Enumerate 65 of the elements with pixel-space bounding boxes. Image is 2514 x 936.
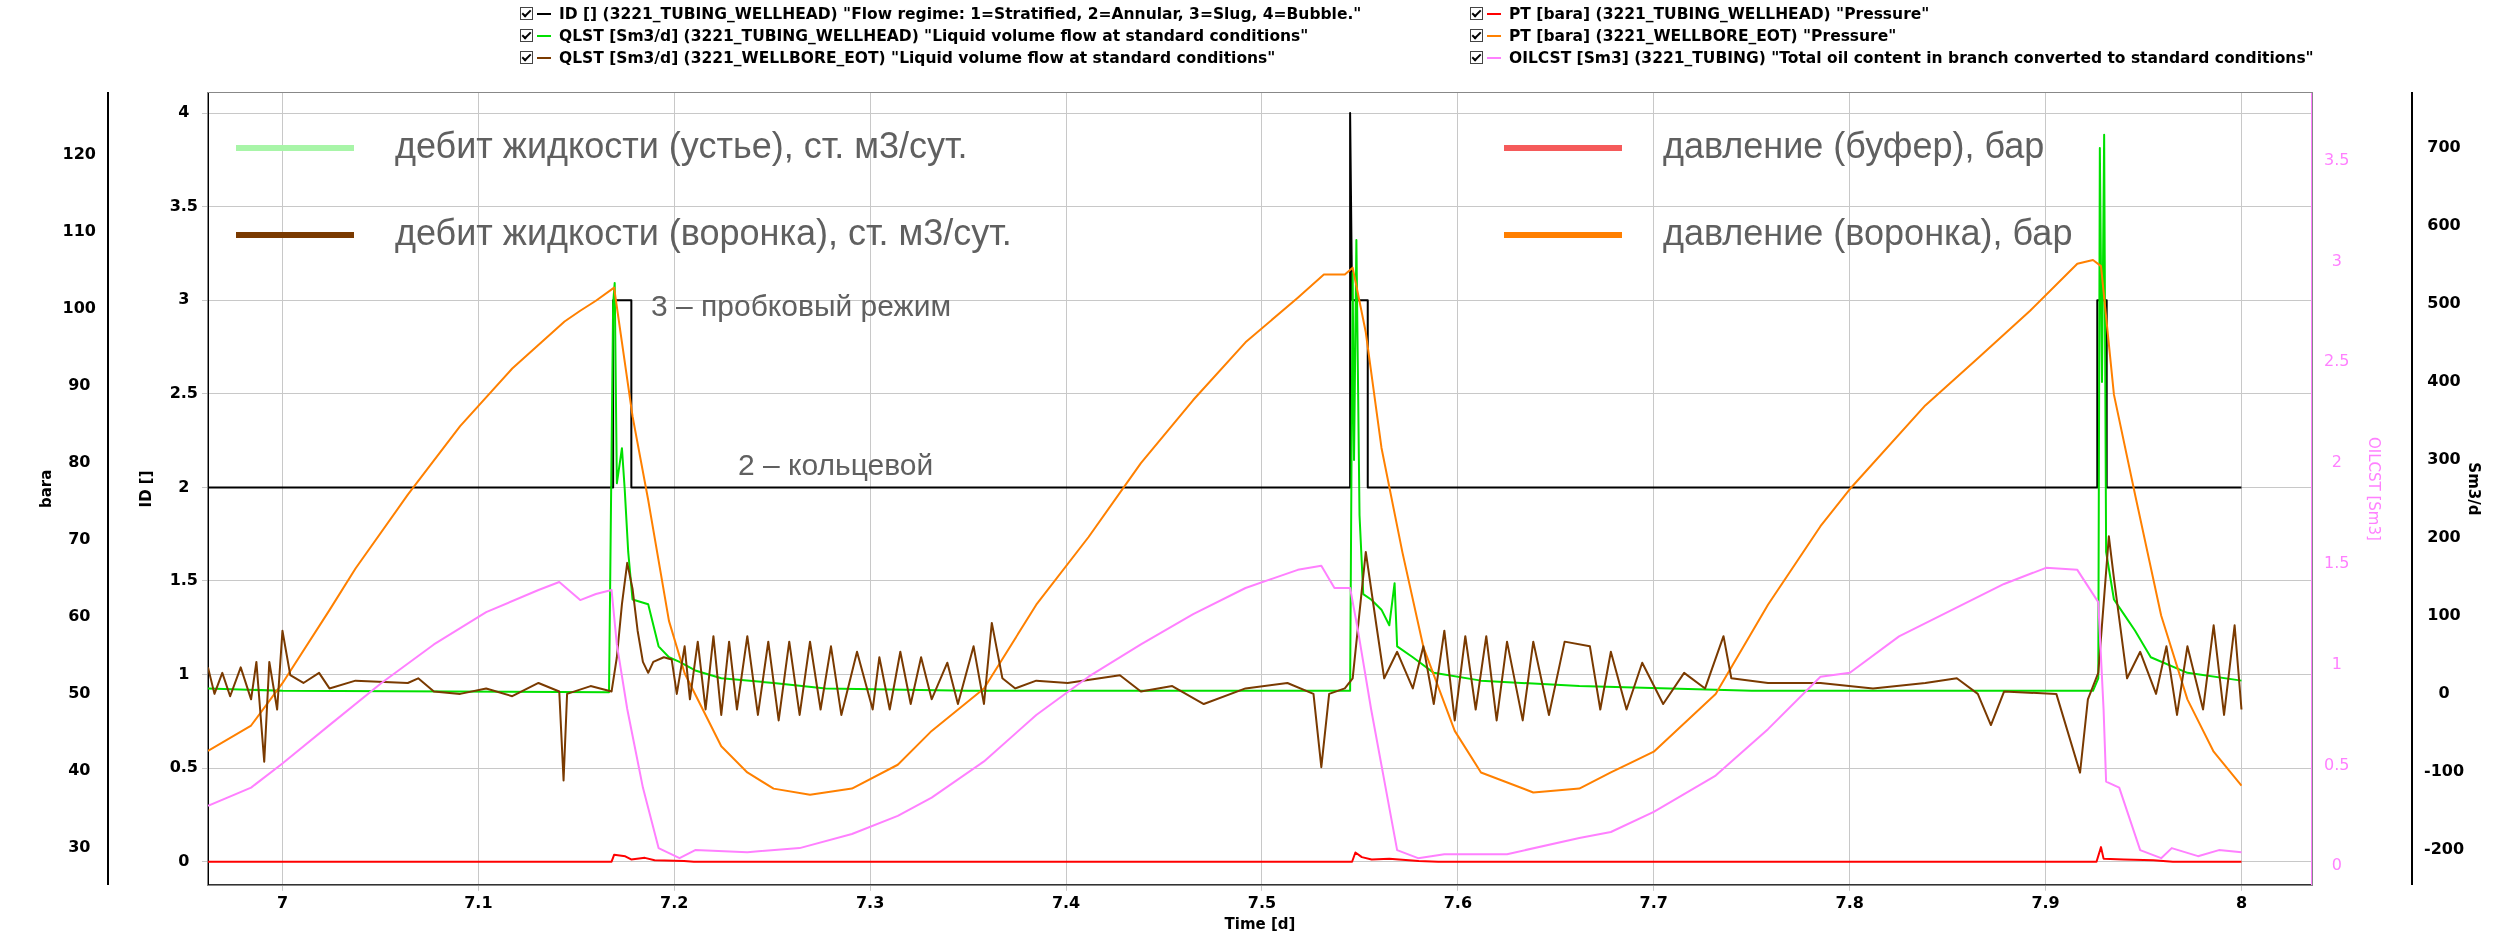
y3-tick-label: 0 bbox=[2438, 683, 2450, 703]
y2-tick-label: 60 bbox=[68, 606, 91, 626]
y3-tick-label: 700 bbox=[2427, 137, 2461, 157]
y-tick-label: 4 bbox=[178, 102, 190, 122]
y-tick-label: 0 bbox=[2331, 855, 2342, 875]
x-tick-label: 7.2 bbox=[660, 892, 689, 912]
y3-tick-label: 400 bbox=[2427, 371, 2461, 391]
y-axis-title: OILCST [Sm3] bbox=[2365, 436, 2384, 541]
y2-tick-label: 110 bbox=[62, 221, 96, 241]
legend-label: OILCST [Sm3] (3221_TUBING) "Total oil content in branch converted to standard conditions" bbox=[1509, 48, 2314, 67]
y-tick-label: 3.5 bbox=[169, 195, 198, 215]
y2-tick-label: 70 bbox=[68, 529, 91, 549]
y-tick-label: 0.5 bbox=[169, 757, 198, 777]
y-tick-label: 3.5 bbox=[2324, 149, 2350, 169]
annotation: дебит жидкости (устье), ст. м3/сут. bbox=[395, 124, 968, 166]
x-tick-label: 8 bbox=[2235, 892, 2248, 912]
y3-tick-label: 100 bbox=[2427, 605, 2461, 625]
annotation: 3 – пробковый режим bbox=[651, 289, 952, 323]
y-tick-label: 3 bbox=[2331, 250, 2342, 270]
y2-tick-label: 80 bbox=[68, 452, 91, 472]
x-tick-label: 7.7 bbox=[1639, 892, 1668, 912]
y2-axis-title: bara bbox=[36, 469, 55, 509]
x-tick-label: 7.9 bbox=[2031, 892, 2060, 912]
annotation: давление (воронка), бар bbox=[1663, 211, 2073, 253]
y-tick-label: 1 bbox=[2331, 653, 2342, 673]
y-tick-label: 0.5 bbox=[2324, 754, 2350, 774]
y3-tick-label: -100 bbox=[2424, 761, 2465, 781]
y3-tick-label: 500 bbox=[2427, 293, 2461, 313]
x-tick-label: 7.5 bbox=[1247, 892, 1277, 912]
y-tick-label: 1 bbox=[178, 663, 190, 683]
y-tick-label: 1.5 bbox=[2324, 552, 2350, 572]
legend-label: QLST [Sm3/d] (3221_WELLBORE_EOT) "Liquid volume flow at standard conditions" bbox=[559, 48, 1276, 67]
y3-tick-label: 600 bbox=[2427, 215, 2461, 235]
y2-tick-label: 30 bbox=[68, 837, 91, 857]
x-tick-label: 7 bbox=[276, 892, 289, 912]
y-tick-label: 1.5 bbox=[169, 570, 198, 590]
y3-tick-label: 200 bbox=[2427, 527, 2461, 547]
x-tick-label: 7.6 bbox=[1443, 892, 1473, 912]
y-tick-label: 2.5 bbox=[2324, 351, 2350, 371]
y2-tick-label: 50 bbox=[68, 683, 91, 703]
annotation: давление (буфер), бар bbox=[1663, 124, 2045, 166]
y3-tick-label: -200 bbox=[2424, 839, 2465, 859]
y-tick-label: 2.5 bbox=[169, 382, 198, 402]
x-tick-label: 7.8 bbox=[1835, 892, 1864, 912]
legend-label: PT [bara] (3221_WELLBORE_EOT) "Pressure" bbox=[1509, 26, 1897, 45]
y-tick-label: 2 bbox=[2331, 452, 2342, 472]
x-tick-label: 7.1 bbox=[464, 892, 493, 912]
annotation: 2 – кольцевой bbox=[738, 448, 934, 482]
y-axis-title: ID [] bbox=[136, 470, 155, 508]
x-tick-label: 7.4 bbox=[1051, 892, 1081, 912]
y-tick-label: 2 bbox=[178, 476, 190, 496]
y3-tick-label: 300 bbox=[2427, 449, 2461, 469]
legend-label: PT [bara] (3221_TUBING_WELLHEAD) "Pressure" bbox=[1509, 4, 1930, 23]
legend-label: QLST [Sm3/d] (3221_TUBING_WELLHEAD) "Liquid volume flow at standard conditions" bbox=[559, 26, 1309, 45]
y2-tick-label: 100 bbox=[62, 298, 96, 318]
y-tick-label: 3 bbox=[178, 289, 190, 309]
x-axis-title: Time [d] bbox=[1224, 914, 1296, 933]
legend-label: ID [] (3221_TUBING_WELLHEAD) "Flow regime: 1=Stratified, 2=Annular, 3=Slug, 4=Bubble." bbox=[559, 4, 1362, 23]
y2-tick-label: 120 bbox=[62, 144, 96, 164]
y2-tick-label: 40 bbox=[68, 760, 91, 780]
y3-axis-title: Sm3/d bbox=[2465, 462, 2484, 516]
annotation: дебит жидкости (воронка), ст. м3/сут. bbox=[395, 211, 1012, 253]
y2-tick-label: 90 bbox=[68, 375, 91, 395]
x-tick-label: 7.3 bbox=[855, 892, 885, 912]
y-tick-label: 0 bbox=[178, 850, 190, 870]
